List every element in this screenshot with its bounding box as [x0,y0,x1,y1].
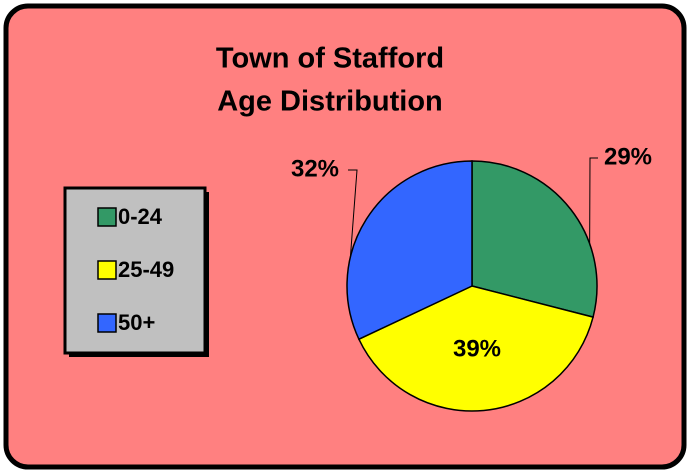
pie-slice [346,160,473,341]
leader-line [348,169,358,258]
chart-title: Age Distribution [217,86,443,118]
legend-swatch [97,260,117,280]
data-label: 29% [604,143,652,170]
legend-swatch [97,207,117,227]
legend-swatch [97,313,117,333]
legend-label: 25-49 [118,257,174,282]
chart-title: Town of Stafford [216,43,444,75]
legend [63,186,207,355]
legend-label: 50+ [118,310,155,335]
leader-line [589,157,598,244]
legend-label: 0-24 [118,204,163,229]
data-label: 39% [453,335,501,362]
data-label: 32% [291,155,339,182]
pie-slice [471,160,598,318]
pie-slice [357,285,594,412]
